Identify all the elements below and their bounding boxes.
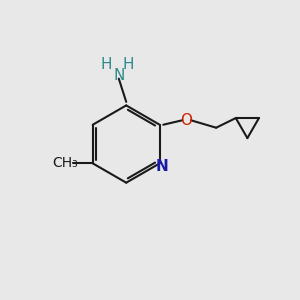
Text: N: N xyxy=(113,68,124,83)
Text: N: N xyxy=(156,159,168,174)
Text: H: H xyxy=(100,57,112,72)
Text: O: O xyxy=(180,113,192,128)
Text: H: H xyxy=(123,57,134,72)
Text: CH₃: CH₃ xyxy=(52,156,78,170)
